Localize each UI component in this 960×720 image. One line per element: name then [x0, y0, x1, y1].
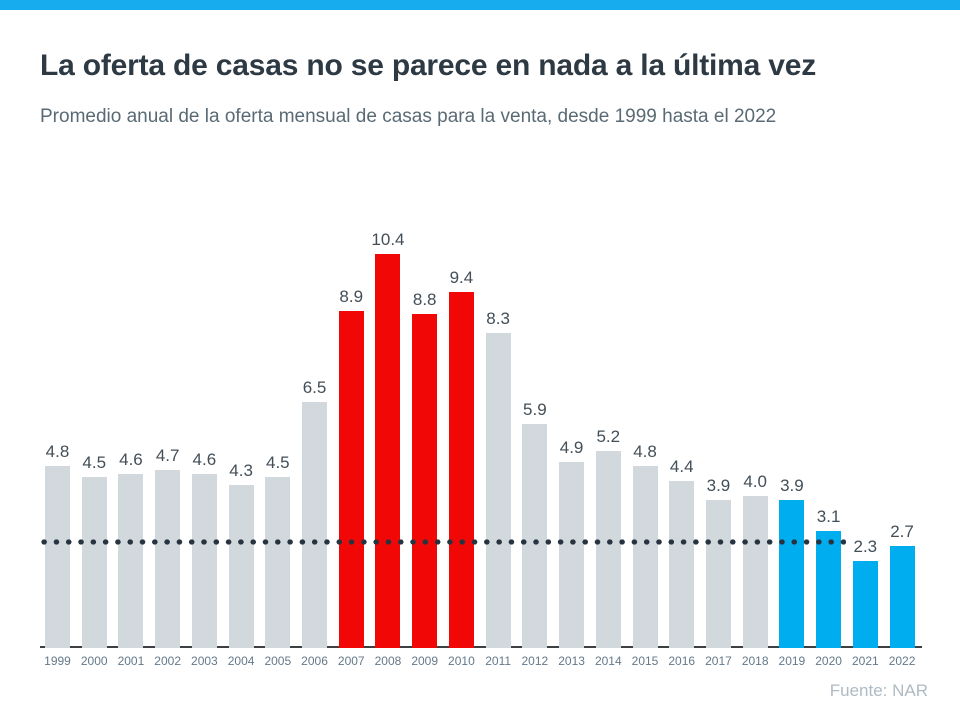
bar-value-label-2015: 4.8: [633, 442, 657, 462]
bar-value-label-2009: 8.8: [412, 290, 437, 310]
bar-2001: [118, 473, 144, 648]
bar-2006: [302, 401, 328, 648]
bar-value-label-2003: 4.6: [192, 449, 217, 469]
bar-value-label-2010: 9.4: [449, 267, 474, 287]
bar-value-label-2021: 2.3: [853, 536, 878, 556]
bar-value-label-2012: 5.9: [523, 400, 547, 420]
x-axis-year-label-2015: 2015: [631, 654, 659, 668]
x-axis-year-label-2019: 2019: [778, 654, 806, 668]
x-axis-year-label-2001: 2001: [117, 654, 145, 668]
x-axis-year-label-2003: 2003: [191, 654, 218, 668]
bar-value-label-2022: 2.7: [890, 521, 914, 541]
bar-value-label-2002: 4.7: [155, 445, 180, 465]
bar-value-label-1999: 4.8: [45, 442, 70, 462]
bar-value-label-2007: 8.9: [339, 286, 364, 306]
x-axis-year-label-2010: 2010: [448, 654, 475, 668]
bar-value-label-2018: 4.0: [743, 472, 767, 492]
bar-2019: [779, 500, 805, 648]
x-axis-year-label-2014: 2014: [594, 654, 622, 668]
bar-value-label-2005: 4.5: [265, 453, 290, 473]
x-axis-year-label-2021: 2021: [851, 654, 879, 668]
x-axis-year-label-2013: 2013: [558, 654, 585, 668]
bar-value-label-2000: 4.5: [82, 453, 107, 473]
bar-value-label-2006: 6.5: [302, 377, 327, 397]
bar-value-label-2014: 5.2: [596, 426, 621, 446]
chart-subtitle: Promedio anual de la oferta mensual de c…: [40, 106, 777, 127]
bar-2005: [265, 477, 291, 648]
bar-2015: [632, 466, 658, 648]
bar-value-label-2011: 8.3: [486, 309, 510, 329]
bar-value-label-2013: 4.9: [559, 438, 584, 458]
bar-2011: [485, 333, 511, 648]
bar-2018: [742, 496, 768, 648]
bar-2004: [228, 485, 254, 648]
bar-2017: [705, 500, 731, 648]
bar-value-label-2017: 3.9: [706, 476, 731, 496]
source-attribution: Fuente: NAR: [829, 681, 928, 700]
bar-2010: [448, 291, 474, 648]
bar-2014: [595, 450, 621, 648]
bar-value-label-2019: 3.9: [780, 476, 804, 496]
x-axis-year-label-2020: 2020: [815, 654, 842, 668]
x-axis-year-label-2017: 2017: [705, 654, 732, 668]
x-axis-year-label-2009: 2009: [411, 654, 439, 668]
bar-2008: [375, 253, 401, 648]
bar-2002: [155, 469, 181, 648]
x-axis-year-label-2002: 2002: [154, 654, 181, 668]
x-axis-year-label-2016: 2016: [668, 654, 696, 668]
bar-value-label-2001: 4.6: [119, 449, 143, 469]
bar-value-label-2016: 4.4: [669, 457, 694, 477]
x-axis-year-label-2018: 2018: [741, 654, 769, 668]
bar-value-label-2004: 4.3: [229, 461, 253, 481]
bar-1999: [45, 466, 70, 648]
x-axis-year-label-2004: 2004: [227, 654, 255, 668]
bar-2009: [412, 314, 438, 648]
bar-2003: [191, 473, 217, 648]
bar-2021: [852, 560, 878, 648]
bar-value-label-2008: 10.4: [371, 229, 405, 249]
bar-2013: [559, 462, 585, 648]
x-axis-year-label-2012: 2012: [521, 654, 549, 668]
bar-2012: [522, 424, 548, 648]
x-axis-year-label-2022: 2022: [888, 654, 916, 668]
top-accent-bar: [0, 0, 960, 10]
chart-title: La oferta de casas no se parece en nada …: [40, 49, 817, 82]
bar-2022: [889, 545, 915, 648]
x-axis-year-label-2006: 2006: [301, 654, 328, 668]
x-axis-year-label-2011: 2011: [485, 654, 512, 668]
bar-value-label-2020: 3.1: [816, 506, 841, 526]
x-axis-year-label-1999: 1999: [44, 654, 71, 668]
x-axis-year-label-2000: 2000: [80, 654, 108, 668]
x-axis-year-label-2008: 2008: [374, 654, 402, 668]
x-axis-line: [40, 646, 922, 648]
bar-2007: [338, 310, 364, 648]
x-axis-year-label-2007: 2007: [337, 654, 365, 668]
bar-2016: [669, 481, 695, 648]
x-axis-year-label-2005: 2005: [264, 654, 292, 668]
bar-2000: [81, 477, 107, 648]
reference-dotted-line: [38, 539, 846, 545]
bar-2020: [816, 530, 842, 648]
